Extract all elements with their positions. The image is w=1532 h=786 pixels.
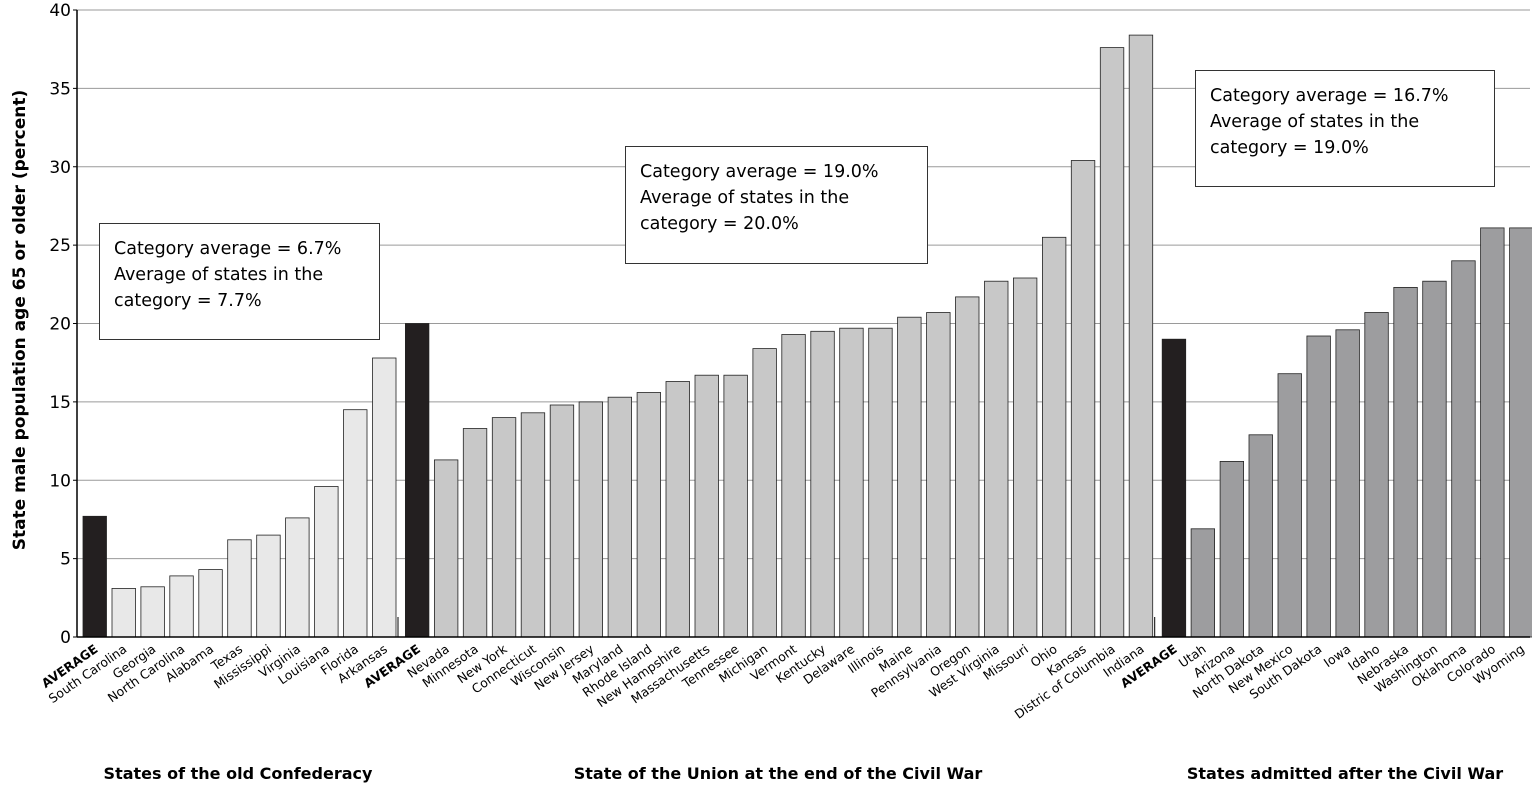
- bar: [1451, 260, 1476, 638]
- bar-average: [82, 515, 107, 638]
- bar: [1013, 277, 1038, 638]
- group-title: States of the old Confederacy: [104, 764, 373, 783]
- annotation-line: Category average = 6.7%: [114, 239, 342, 259]
- bar: [256, 534, 281, 638]
- bar: [955, 296, 980, 638]
- y-tick-label: 5: [60, 550, 71, 570]
- bar: [752, 348, 777, 638]
- bar: [372, 357, 397, 638]
- bar: [1128, 34, 1154, 638]
- bar: [1335, 329, 1360, 638]
- bar: [169, 575, 194, 638]
- group-title: States admitted after the Civil War: [1187, 764, 1503, 783]
- y-tick-label: 30: [49, 158, 71, 178]
- bar: [343, 409, 368, 638]
- bar: [694, 374, 719, 638]
- bar: [491, 417, 517, 638]
- bars: [82, 34, 1532, 638]
- bar: [1248, 434, 1273, 638]
- bar: [868, 327, 893, 638]
- annotation-line: category = 20.0%: [640, 214, 799, 234]
- bar: [462, 428, 488, 638]
- annotation-box-union: Category average = 19.0% Average of stat…: [625, 146, 928, 264]
- bar: [314, 486, 339, 638]
- bar: [1277, 373, 1302, 638]
- bar: [1306, 335, 1331, 638]
- bar: [1042, 236, 1067, 638]
- group-title: State of the Union at the end of the Civ…: [574, 764, 983, 783]
- annotation-line: Category average = 16.7%: [1210, 86, 1449, 106]
- annotation-line: Category average = 19.0%: [640, 162, 879, 182]
- bar: [1099, 47, 1125, 638]
- bar: [897, 316, 922, 638]
- y-tick-label: 20: [49, 315, 71, 335]
- axes: 0 5 10 15 20 25 30 35 40: [49, 1, 1530, 648]
- bar: [1422, 280, 1447, 638]
- bar: [111, 588, 136, 638]
- y-tick-label: 15: [49, 393, 71, 413]
- annotation-box-admitted: Category average = 16.7% Average of stat…: [1195, 70, 1495, 187]
- bar: [1364, 312, 1389, 638]
- bar: [1480, 227, 1505, 638]
- bar: [520, 412, 546, 638]
- bar: [636, 392, 661, 638]
- y-tick-label: 25: [49, 236, 71, 256]
- bar-average: [1161, 338, 1187, 638]
- y-axis-label: State male population age 65 or older (p…: [10, 90, 30, 551]
- bar: [1509, 227, 1532, 638]
- bar: [1219, 460, 1244, 638]
- bar: [926, 312, 951, 638]
- bar-average: [404, 323, 430, 638]
- y-tick-label: 10: [49, 471, 71, 491]
- annotation-line: Average of states in the: [114, 265, 324, 285]
- bar: [433, 459, 459, 638]
- annotation-line: Average of states in the: [640, 188, 850, 208]
- bar: [781, 334, 806, 638]
- bar: [839, 327, 864, 638]
- annotation-box-confederacy: Category average = 6.7% Average of state…: [99, 223, 380, 340]
- bar: [549, 404, 575, 638]
- y-tick-label: 35: [49, 79, 71, 99]
- bar: [1190, 528, 1215, 638]
- bar: [810, 330, 835, 638]
- bar: [198, 569, 223, 638]
- y-tick-label: 0: [60, 628, 71, 648]
- bar: [1393, 286, 1418, 638]
- bar: [140, 586, 165, 638]
- bar: [665, 381, 690, 638]
- bar: [578, 401, 603, 638]
- bar: [227, 539, 252, 638]
- annotation-line: Average of states in the: [1210, 112, 1420, 132]
- annotation-line: category = 19.0%: [1210, 138, 1369, 158]
- bar: [1070, 160, 1096, 638]
- bar: [285, 517, 310, 638]
- bar: [984, 280, 1009, 638]
- y-tick-label: 40: [49, 1, 71, 21]
- bar: [723, 374, 748, 638]
- annotation-line: category = 7.7%: [114, 291, 262, 311]
- bar: [607, 396, 632, 638]
